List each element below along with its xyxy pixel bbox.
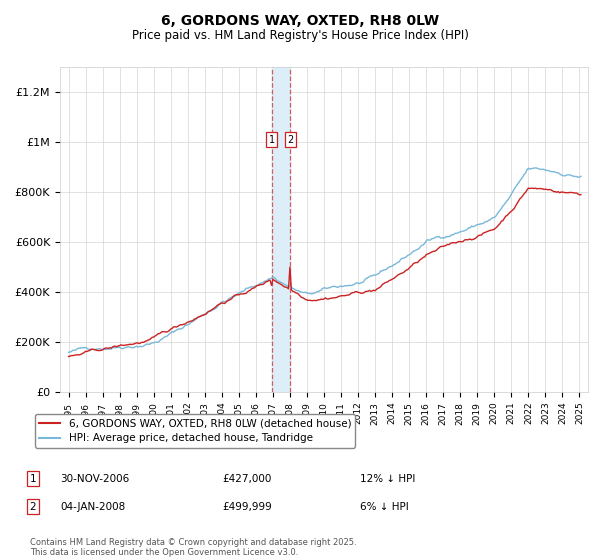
Text: 04-JAN-2008: 04-JAN-2008 (60, 502, 125, 512)
Text: £427,000: £427,000 (222, 474, 271, 484)
Text: 6% ↓ HPI: 6% ↓ HPI (360, 502, 409, 512)
Text: 2: 2 (29, 502, 37, 512)
Bar (272, 67, 290, 392)
Text: 1: 1 (268, 134, 275, 144)
Text: Price paid vs. HM Land Registry's House Price Index (HPI): Price paid vs. HM Land Registry's House … (131, 29, 469, 42)
Text: 12% ↓ HPI: 12% ↓ HPI (360, 474, 415, 484)
Text: 1: 1 (29, 474, 37, 484)
Text: £499,999: £499,999 (222, 502, 272, 512)
Legend: 6, GORDONS WAY, OXTED, RH8 0LW (detached house), HPI: Average price, detached ho: 6, GORDONS WAY, OXTED, RH8 0LW (detached… (35, 414, 355, 447)
Text: 6, GORDONS WAY, OXTED, RH8 0LW: 6, GORDONS WAY, OXTED, RH8 0LW (161, 14, 439, 28)
Text: 2: 2 (287, 134, 293, 144)
Text: 30-NOV-2006: 30-NOV-2006 (60, 474, 129, 484)
Text: Contains HM Land Registry data © Crown copyright and database right 2025.
This d: Contains HM Land Registry data © Crown c… (30, 538, 356, 557)
